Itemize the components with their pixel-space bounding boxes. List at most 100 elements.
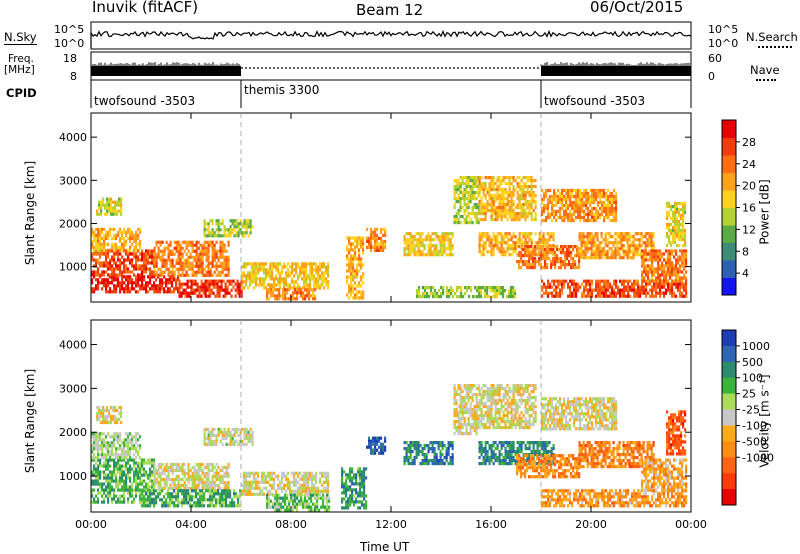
freq-bar-segment-2	[541, 66, 691, 76]
power-echo-region-17	[516, 245, 581, 270]
velocity-echo-region-15	[516, 454, 581, 479]
beam-title: Beam 12	[356, 1, 424, 19]
velocity-echo-region-6	[203, 427, 254, 446]
power-echo-region-7	[203, 219, 254, 238]
power-colorbar-swatch-2	[722, 260, 736, 278]
velocity-colorbar-swatch-4	[722, 377, 736, 395]
power-echo-region-10	[346, 236, 365, 300]
velocity-echo-region-8	[266, 493, 331, 512]
velocity-colorbar-tick-label-4: 25	[742, 388, 756, 401]
power-y-tick-label-2000: 2000	[59, 217, 87, 230]
x-tick-label-3: 12:00	[375, 518, 407, 531]
velocity-echo-region-4	[153, 462, 230, 491]
power-y-tick-label-1000: 1000	[59, 261, 87, 274]
velocity-echo-region-7	[241, 471, 330, 496]
velocity-colorbar-tick-label-6: -100	[742, 419, 767, 432]
velocity-colorbar-swatch-6	[722, 409, 736, 426]
freq-label-line1: Freq.	[8, 53, 34, 65]
velocity-colorbar-swatch-10	[722, 473, 736, 490]
nave-tick-bottom: 0	[708, 70, 715, 83]
velocity-echo-region-9	[341, 467, 368, 510]
power-y-tick-label-3000: 3000	[59, 174, 87, 187]
nsearch-legend-dots	[758, 46, 792, 48]
nsearch-tick-bottom: 10^0	[708, 37, 739, 50]
velocity-colorbar-swatch-11	[722, 489, 736, 506]
power-echo-region-6	[178, 279, 243, 298]
x-tick-label-6: 00:00	[675, 518, 707, 531]
power-colorbar-tick-label-8: 8	[742, 245, 749, 258]
power-echo-region-1	[91, 275, 180, 294]
power-echo-region-2	[91, 249, 156, 277]
power-echo-region-14	[478, 176, 537, 222]
velocity-colorbar-swatch-5	[722, 393, 736, 410]
date-title: 06/Oct/2015	[590, 0, 684, 16]
power-colorbar-swatch-8	[722, 155, 736, 173]
power-colorbar-swatch-6	[722, 190, 736, 208]
power-echo-region-20	[541, 279, 688, 298]
power-echo-region-9	[266, 288, 317, 301]
power-echo-region-13	[453, 176, 480, 225]
power-echo-region-11	[366, 227, 387, 252]
x-tick-label-2: 08:00	[275, 518, 307, 531]
freq-tick-top: 18	[63, 52, 77, 65]
nsearch-tick-top: 10^5	[708, 23, 739, 36]
nave-label: Nave	[750, 63, 780, 77]
velocity-y-tick-label-1000: 1000	[59, 470, 87, 483]
velocity-echo-region-18	[541, 489, 688, 508]
nsky-tick-bottom: 10^0	[54, 37, 85, 50]
velocity-colorbar-swatch-2	[722, 345, 736, 363]
power-colorbar-swatch-7	[722, 172, 736, 191]
nsky-panel-frame	[90, 21, 692, 50]
power-echo-region-16	[416, 286, 517, 299]
x-axis-label: Time UT	[360, 540, 410, 554]
nave-tick-top: 60	[708, 52, 722, 65]
velocity-echo-region-13	[478, 384, 537, 430]
x-tick-label-4: 16:00	[475, 518, 507, 531]
velocity-colorbar-tick-label-1: 1000	[742, 340, 770, 353]
power-echo-region-5	[153, 240, 230, 277]
power-y-axis-label: Slant Range [km]	[23, 160, 38, 266]
power-colorbar-label: Power [dB]	[757, 179, 772, 245]
nsearch-label: N.Search	[746, 30, 798, 44]
power-colorbar-swatch-5	[722, 207, 736, 226]
power-echo-region-18	[541, 188, 618, 223]
velocity-colorbar-tick-label-5: -25	[742, 404, 760, 417]
cpid-program-label-2: themis 3300	[244, 83, 320, 97]
velocity-echo-region-16	[541, 397, 618, 431]
velocity-colorbar-swatch-8	[722, 441, 736, 458]
station-title: Inuvik (fitACF)	[92, 0, 199, 16]
velocity-colorbar-swatch-9	[722, 457, 736, 474]
power-colorbar-swatch-10	[722, 120, 736, 138]
freq-bar-segment-1	[91, 66, 241, 76]
velocity-echo-region-2	[91, 432, 142, 460]
freq-bar-spikes	[90, 62, 690, 66]
velocity-echo-region-3	[96, 405, 123, 425]
velocity-y-axis-label: Slant Range [km]	[23, 368, 38, 474]
velocity-echo-region-1	[91, 458, 156, 504]
power-echo-region-4	[96, 197, 123, 216]
velocity-colorbar-swatch-3	[722, 361, 736, 379]
velocity-colorbar-tick-label-7: -500	[742, 435, 767, 448]
nsky-trace	[90, 29, 692, 48]
power-colorbar-swatch-3	[722, 242, 736, 261]
velocity-y-tick-label-2000: 2000	[59, 426, 87, 439]
power-echo-region-21	[641, 249, 688, 283]
velocity-colorbar-swatch-1	[722, 330, 736, 347]
nsky-tick-top: 10^5	[54, 23, 85, 36]
nave-legend-dots	[756, 79, 776, 81]
power-echo-region-12	[403, 232, 454, 257]
power-echo-region-8	[241, 262, 330, 290]
power-colorbar-swatch-9	[722, 137, 736, 156]
velocity-colorbar-label: Velocity [m s⁻¹]	[757, 374, 772, 468]
velocity-echo-region-5	[141, 489, 242, 508]
power-y-tick-label-4000: 4000	[59, 131, 87, 144]
power-colorbar-tick-label-24: 24	[742, 158, 756, 171]
power-colorbar-tick-label-12: 12	[742, 223, 756, 236]
power-echo-region-22	[666, 201, 687, 248]
power-echo-region-3	[91, 227, 142, 252]
power-colorbar-tick-label-4: 4	[742, 267, 749, 280]
velocity-y-tick-label-4000: 4000	[59, 339, 87, 352]
velocity-colorbar-tick-label-2: 500	[742, 356, 763, 369]
cpid-program-label-3: twofsound -3503	[544, 94, 646, 108]
